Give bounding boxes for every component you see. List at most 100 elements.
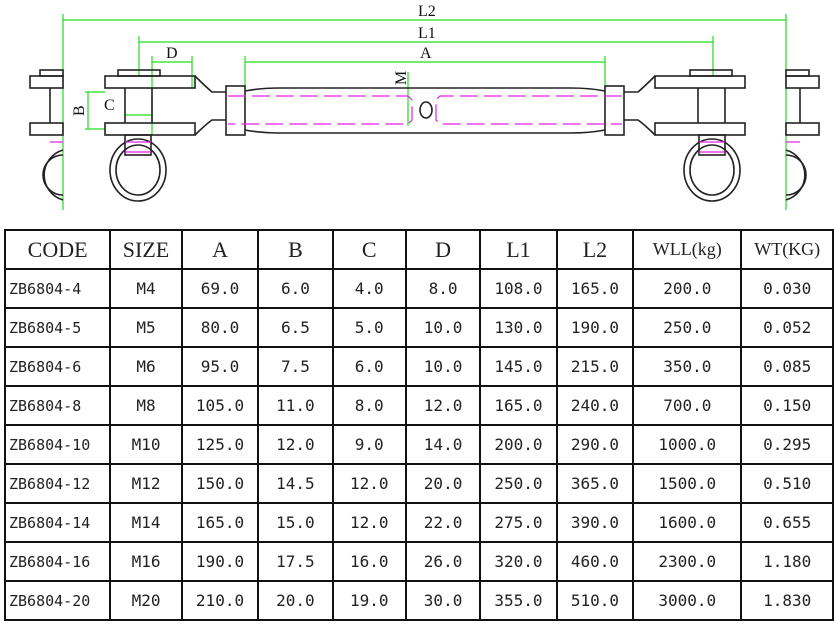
- table-header-row: CODE SIZE A B C D L1 L2 WLL(kg) WT(KG): [3, 229, 834, 270]
- table-cell: 215.0: [555, 346, 635, 387]
- table-cell: 210.0: [180, 580, 260, 621]
- table-cell: 0.295: [740, 424, 834, 465]
- table-cell: ZB6804-20: [3, 580, 112, 621]
- table-cell: 6.0: [257, 268, 334, 309]
- table-cell: M6: [109, 346, 183, 387]
- table-cell: 1000.0: [632, 424, 743, 465]
- table-cell: 250.0: [479, 463, 558, 504]
- table-row: ZB6804-20 M20 210.0 20.0 19.0 30.0 355.0 510.0 3…: [3, 580, 834, 621]
- table-cell: M16: [109, 541, 183, 582]
- hidden-thread-lines: [228, 95, 622, 125]
- column-header: CODE: [3, 229, 112, 270]
- table-row: ZB6804-12 M12 150.0 14.5 12.0 20.0 250.0 365.0 1…: [3, 463, 834, 504]
- table-cell: M4: [109, 268, 183, 309]
- dimension-lines: [62, 14, 787, 210]
- table-cell: 6.0: [331, 346, 407, 387]
- table-cell: 320.0: [479, 541, 558, 582]
- table-cell: 26.0: [404, 541, 482, 582]
- table-cell: M20: [109, 580, 183, 621]
- label-l2: L2: [418, 3, 436, 20]
- table-cell: M8: [109, 385, 183, 426]
- table-cell: 95.0: [180, 346, 260, 387]
- table-cell: 200.0: [632, 268, 743, 309]
- table-cell: ZB6804-8: [3, 385, 112, 426]
- table-cell: 0.510: [740, 463, 834, 504]
- table-cell: ZB6804-4: [3, 268, 112, 309]
- table-cell: 700.0: [632, 385, 743, 426]
- table-row: ZB6804-5 M5 80.0 6.5 5.0 10.0 130.0 190.0 250.0 0…: [3, 307, 834, 348]
- column-header: C: [331, 229, 407, 270]
- table-cell: 105.0: [180, 385, 260, 426]
- table-cell: 12.0: [331, 502, 407, 543]
- label-a: A: [420, 45, 432, 62]
- table-cell: 0.085: [740, 346, 834, 387]
- table-cell: 6.5: [257, 307, 334, 348]
- column-header: WLL(kg): [632, 229, 743, 270]
- dimension-labels: L2 L1 A D M B C: [71, 3, 436, 116]
- table-cell: 165.0: [479, 385, 558, 426]
- column-header: L1: [479, 229, 558, 270]
- column-header: L2: [555, 229, 635, 270]
- table-cell: ZB6804-16: [3, 541, 112, 582]
- table-cell: 130.0: [479, 307, 558, 348]
- table-cell: 8.0: [331, 385, 407, 426]
- table-cell: 10.0: [404, 307, 482, 348]
- column-header: SIZE: [109, 229, 183, 270]
- table-row: ZB6804-10 M10 125.0 12.0 9.0 14.0 200.0 290.0 10…: [3, 424, 834, 465]
- table-cell: 190.0: [180, 541, 260, 582]
- table-cell: 240.0: [555, 385, 635, 426]
- table-cell: 145.0: [479, 346, 558, 387]
- table-cell: 8.0: [404, 268, 482, 309]
- label-d: D: [166, 45, 178, 62]
- table-cell: 1.830: [740, 580, 834, 621]
- table-cell: 350.0: [632, 346, 743, 387]
- table-cell: 0.150: [740, 385, 834, 426]
- table-row: ZB6804-8 M8 105.0 11.0 8.0 12.0 165.0 240.0 700.…: [3, 385, 834, 426]
- table-cell: ZB6804-12: [3, 463, 112, 504]
- table-cell: 7.5: [257, 346, 334, 387]
- table-cell: 12.0: [331, 463, 407, 504]
- table-cell: 9.0: [331, 424, 407, 465]
- table-cell: M5: [109, 307, 183, 348]
- table-cell: 0.052: [740, 307, 834, 348]
- table-cell: 190.0: [555, 307, 635, 348]
- table-cell: 510.0: [555, 580, 635, 621]
- pin-marks: [50, 141, 800, 153]
- table-cell: 12.0: [404, 385, 482, 426]
- table-row: ZB6804-14 M14 165.0 15.0 12.0 22.0 275.0 390.0 1…: [3, 502, 834, 543]
- table-cell: 10.0: [404, 346, 482, 387]
- table-cell: 0.655: [740, 502, 834, 543]
- table-cell: 14.0: [404, 424, 482, 465]
- table-cell: 2300.0: [632, 541, 743, 582]
- table-cell: 200.0: [479, 424, 558, 465]
- table-cell: ZB6804-10: [3, 424, 112, 465]
- table-cell: 22.0: [404, 502, 482, 543]
- table-cell: 0.030: [740, 268, 834, 309]
- table-cell: 290.0: [555, 424, 635, 465]
- table-cell: 5.0: [331, 307, 407, 348]
- turnbuckle-drawing: L2 L1 A D M B C: [29, 3, 820, 210]
- table-cell: 14.5: [257, 463, 334, 504]
- label-c: C: [104, 97, 115, 114]
- table-cell: 165.0: [555, 268, 635, 309]
- table-cell: 365.0: [555, 463, 635, 504]
- table-cell: 20.0: [404, 463, 482, 504]
- table-cell: 1.180: [740, 541, 834, 582]
- table-cell: 4.0: [331, 268, 407, 309]
- table-cell: M12: [109, 463, 183, 504]
- table-cell: ZB6804-5: [3, 307, 112, 348]
- table-cell: 1600.0: [632, 502, 743, 543]
- table-cell: 275.0: [479, 502, 558, 543]
- table-cell: 108.0: [479, 268, 558, 309]
- part-outline: [29, 69, 820, 202]
- table-cell: 12.0: [257, 424, 334, 465]
- table-cell: 16.0: [331, 541, 407, 582]
- table-cell: 20.0: [257, 580, 334, 621]
- table-cell: 390.0: [555, 502, 635, 543]
- table-cell: M14: [109, 502, 183, 543]
- label-b: B: [71, 105, 88, 116]
- table-cell: 15.0: [257, 502, 334, 543]
- column-header: A: [180, 229, 260, 270]
- table-cell: 460.0: [555, 541, 635, 582]
- table-cell: 165.0: [180, 502, 260, 543]
